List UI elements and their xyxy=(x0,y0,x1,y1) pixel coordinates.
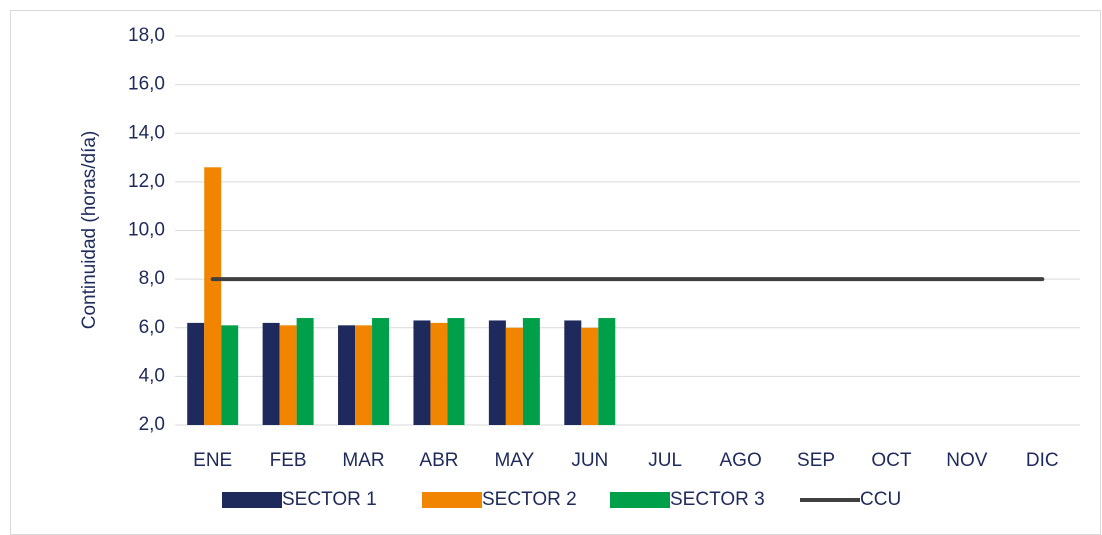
bar xyxy=(598,318,616,425)
y-tick-label: 6,0 xyxy=(139,317,165,338)
bar xyxy=(338,325,356,425)
y-tick-label: 8,0 xyxy=(139,268,165,289)
x-tick-label: JUN xyxy=(571,450,608,471)
chart-frame xyxy=(10,10,1101,535)
y-axis-label: Continuidad (horas/día) xyxy=(79,131,100,330)
y-tick-label: 2,0 xyxy=(139,414,165,435)
bar xyxy=(262,322,280,425)
bar xyxy=(187,322,205,425)
legend-label: SECTOR 2 xyxy=(482,489,577,510)
bar xyxy=(279,325,297,425)
x-tick-label: DIC xyxy=(1026,450,1059,471)
legend-swatch xyxy=(610,492,670,508)
bar xyxy=(505,327,523,425)
legend-swatch xyxy=(422,492,482,508)
x-tick-label: OCT xyxy=(871,450,912,471)
x-tick-label: JUL xyxy=(648,450,682,471)
x-tick-label: AGO xyxy=(720,450,762,471)
legend-label: SECTOR 1 xyxy=(282,489,377,510)
y-tick-label: 18,0 xyxy=(128,25,165,46)
bar xyxy=(581,327,599,425)
x-tick-label: ABR xyxy=(419,450,458,471)
bar xyxy=(430,322,448,425)
bar xyxy=(447,318,465,425)
bar xyxy=(488,320,506,425)
legend-label: SECTOR 3 xyxy=(670,489,765,510)
y-tick-label: 4,0 xyxy=(139,365,165,386)
y-tick-label: 12,0 xyxy=(128,171,165,192)
y-tick-label: 14,0 xyxy=(128,122,165,143)
x-tick-label: FEB xyxy=(270,450,307,471)
x-tick-label: ENE xyxy=(193,450,232,471)
bar xyxy=(296,318,314,425)
y-tick-label: 10,0 xyxy=(128,220,165,241)
x-tick-label: NOV xyxy=(946,450,988,471)
bar xyxy=(413,320,431,425)
bar xyxy=(221,325,239,425)
x-tick-label: MAR xyxy=(342,450,384,471)
x-tick-label: SEP xyxy=(797,450,835,471)
legend-label: CCU xyxy=(860,489,901,510)
bar xyxy=(204,167,222,425)
bar xyxy=(564,320,582,425)
bar xyxy=(372,318,390,425)
x-tick-label: MAY xyxy=(494,450,534,471)
y-tick-label: 16,0 xyxy=(128,74,165,95)
bar xyxy=(355,325,373,425)
legend-swatch xyxy=(222,492,282,508)
bar xyxy=(522,318,540,425)
